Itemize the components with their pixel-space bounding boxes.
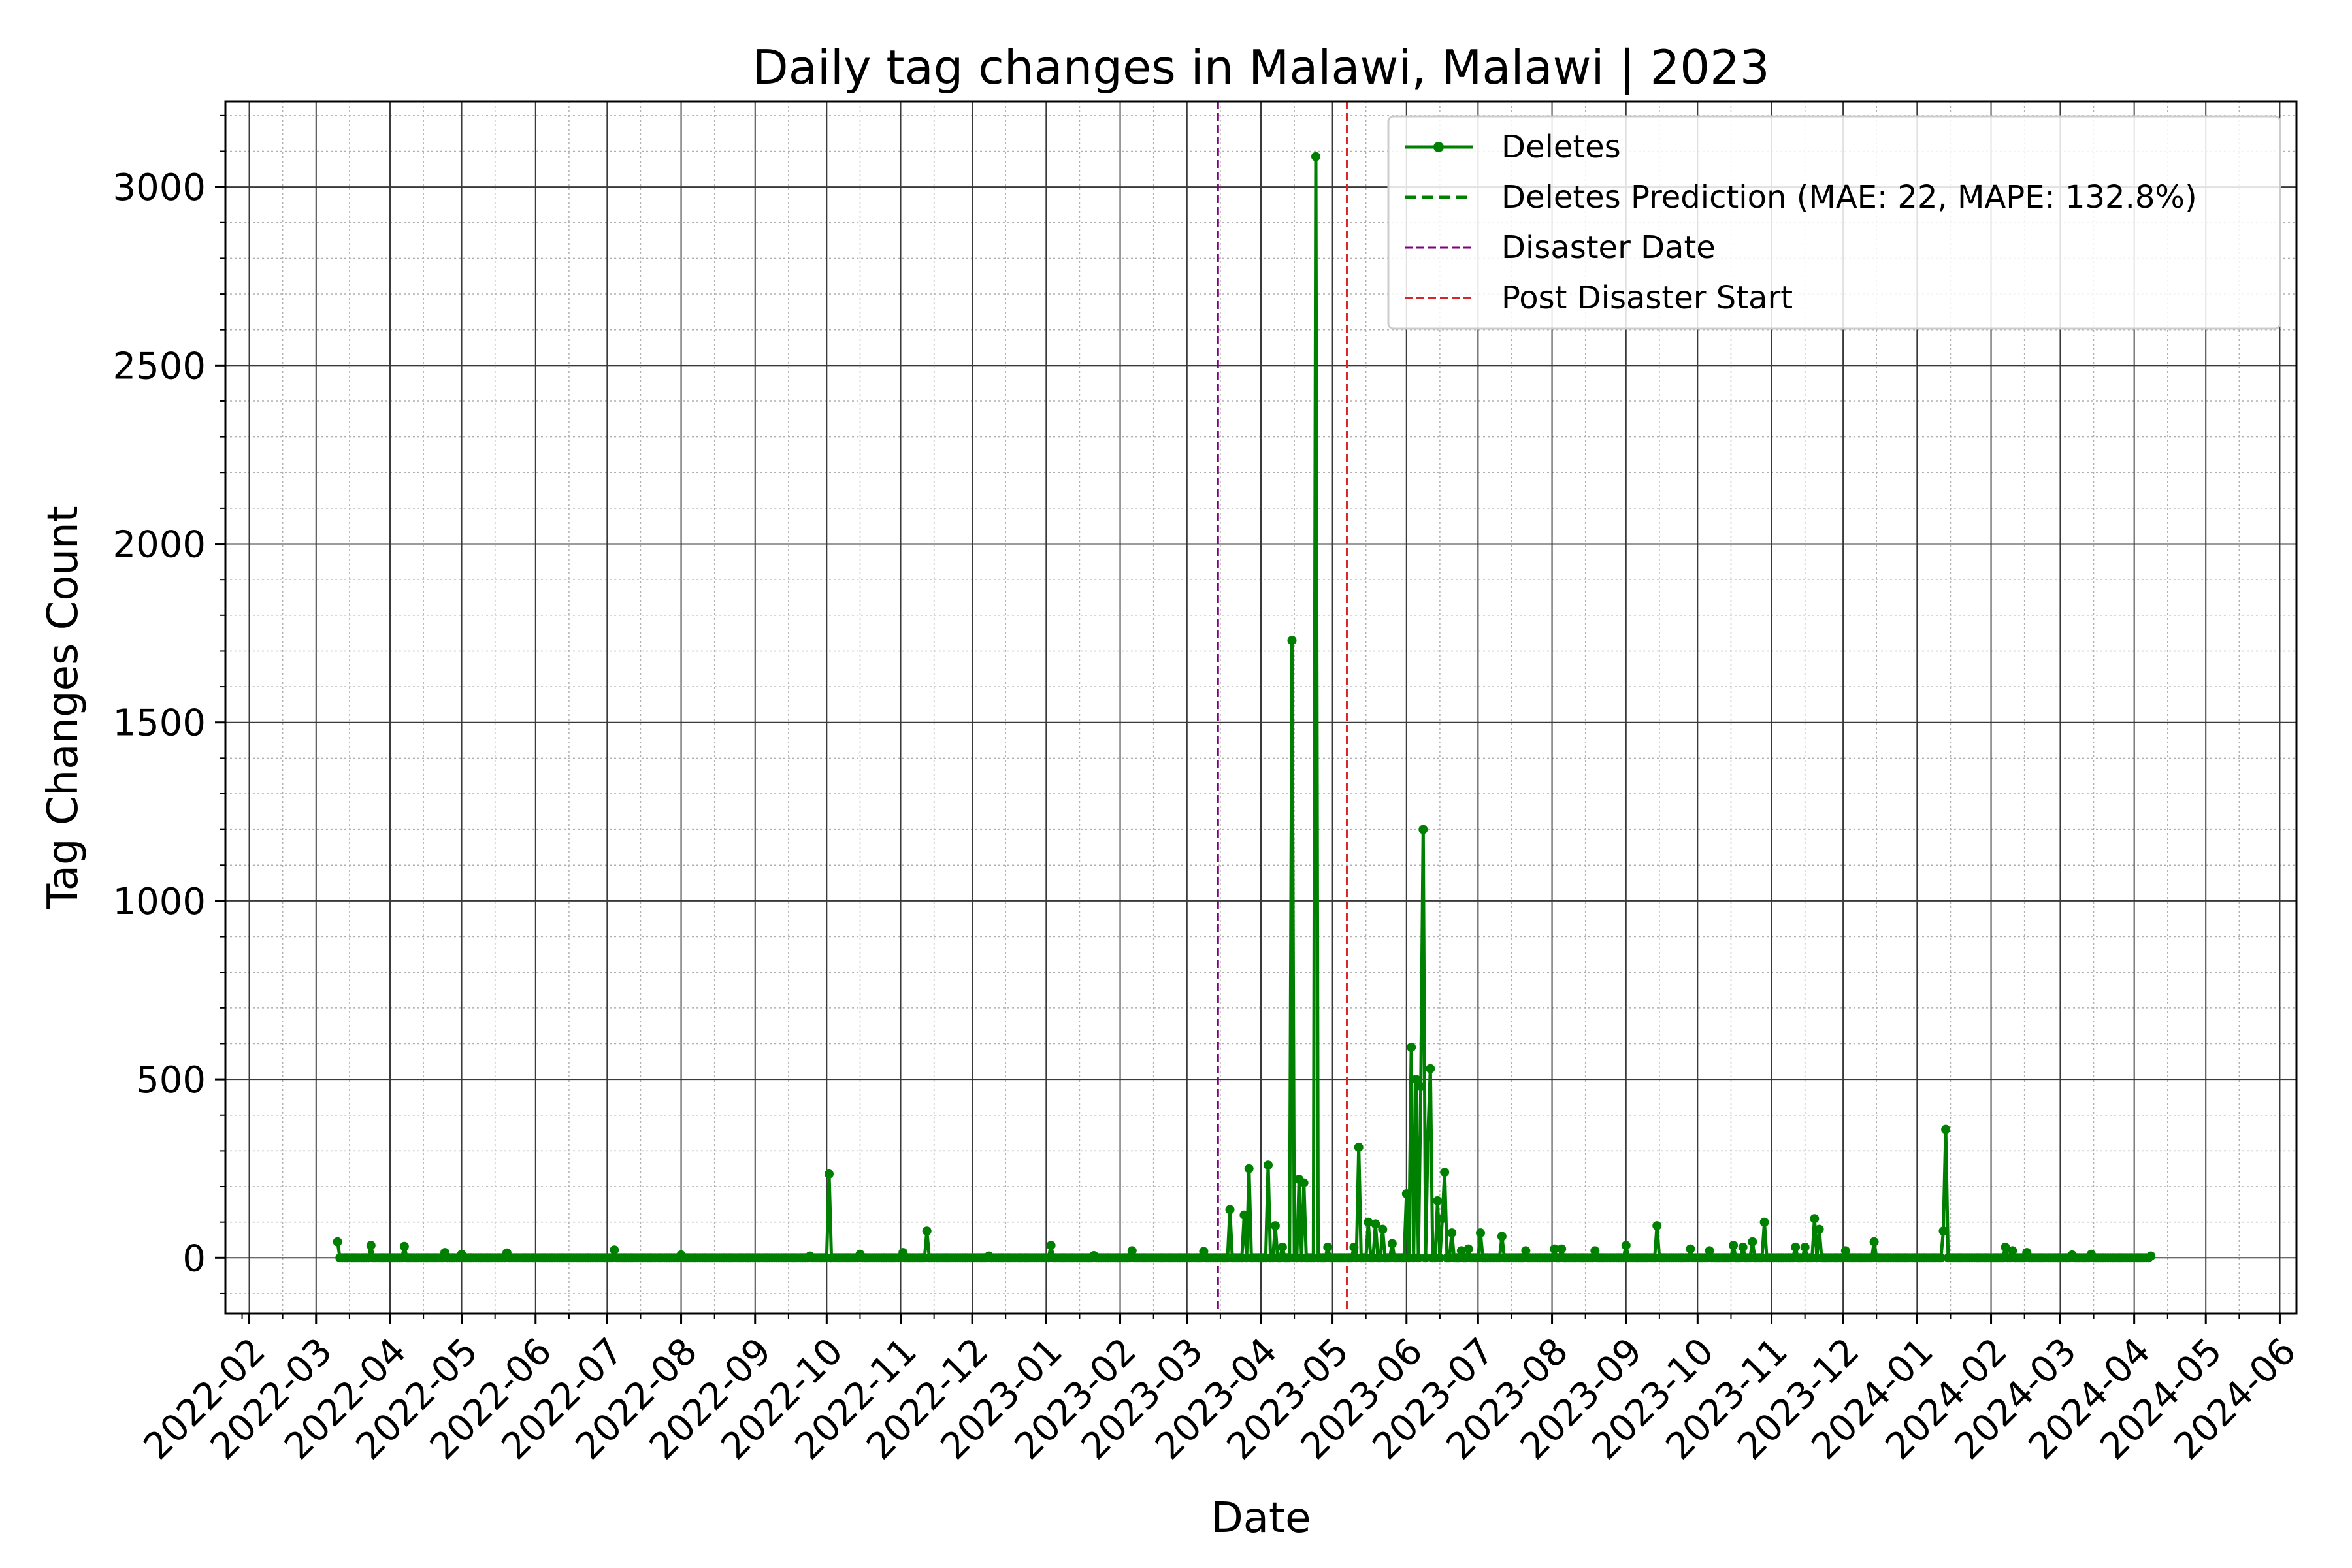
legend-box xyxy=(1387,115,2281,330)
data-point-deletes xyxy=(1791,1242,1801,1252)
data-point-deletes xyxy=(922,1226,932,1236)
data-point-deletes xyxy=(1590,1246,1600,1256)
legend-marker-deletes xyxy=(1433,142,1444,152)
chart-title: Daily tag changes in Malawi, Malawi | 20… xyxy=(752,40,1769,95)
data-point-deletes xyxy=(366,1241,376,1250)
data-point-deletes xyxy=(1299,1178,1309,1188)
data-point-deletes xyxy=(1407,1042,1416,1052)
data-point-deletes xyxy=(1426,1064,1435,1073)
y-axis-label: Tag Changes Count xyxy=(39,506,88,909)
data-point-deletes xyxy=(825,1169,834,1179)
data-point-deletes xyxy=(1521,1246,1531,1256)
legend-entry-post-disaster: Post Disaster Start xyxy=(1405,280,1793,316)
y-tick-label: 3000 xyxy=(112,167,206,209)
y-tick-label: 2500 xyxy=(112,345,206,387)
x-axis-label: Date xyxy=(1211,1494,1311,1543)
data-point-deletes xyxy=(1421,1253,1430,1263)
legend-label-deletes: Deletes xyxy=(1501,129,1621,165)
data-point-deletes xyxy=(1437,1214,1447,1224)
data-point-deletes xyxy=(1738,1242,1748,1252)
data-point-deletes xyxy=(1387,1239,1397,1249)
data-point-deletes xyxy=(1239,1210,1249,1220)
data-point-deletes xyxy=(2146,1251,2156,1261)
data-point-deletes xyxy=(1378,1224,1388,1234)
data-point-deletes xyxy=(1800,1242,1810,1252)
data-point-deletes xyxy=(1270,1221,1280,1231)
y-tick-label: 1000 xyxy=(112,881,206,923)
data-point-deletes xyxy=(1287,636,1297,645)
data-point-deletes xyxy=(1323,1242,1333,1252)
legend-entry-prediction: Deletes Prediction (MAE: 22, MAPE: 132.8… xyxy=(1405,179,2197,216)
data-point-deletes xyxy=(1557,1244,1567,1254)
data-point-deletes xyxy=(1311,152,1320,161)
data-point-deletes xyxy=(2001,1242,2010,1252)
data-point-deletes xyxy=(1418,825,1428,834)
data-point-deletes xyxy=(1810,1214,1820,1224)
data-point-deletes xyxy=(1705,1246,1714,1256)
data-point-deletes xyxy=(1476,1228,1485,1238)
data-point-deletes xyxy=(1046,1241,1056,1250)
data-point-deletes xyxy=(2008,1246,2017,1256)
data-point-deletes xyxy=(1621,1241,1631,1250)
data-point-deletes xyxy=(1938,1226,1948,1236)
data-point-deletes xyxy=(1759,1217,1769,1227)
data-point-deletes xyxy=(1416,1082,1426,1091)
y-tick-label: 1500 xyxy=(112,702,206,745)
reference-lines xyxy=(1217,101,1348,1313)
y-tick-label: 2000 xyxy=(112,524,206,566)
legend-entry-disaster-date: Disaster Date xyxy=(1405,229,1716,266)
data-point-deletes xyxy=(1371,1219,1380,1229)
data-point-deletes xyxy=(1447,1228,1457,1238)
data-point-deletes xyxy=(1349,1242,1359,1252)
data-point-deletes xyxy=(1411,1075,1421,1085)
legend-label-disaster-date: Disaster Date xyxy=(1501,229,1716,266)
data-point-deletes xyxy=(1364,1217,1373,1227)
y-tick-label: 0 xyxy=(182,1237,206,1280)
data-point-deletes xyxy=(1225,1205,1235,1215)
legend-entry-deletes: Deletes xyxy=(1405,129,1621,165)
data-point-deletes xyxy=(1652,1221,1662,1231)
data-point-deletes xyxy=(1463,1244,1473,1254)
data-point-deletes xyxy=(1440,1168,1450,1177)
data-point-deletes xyxy=(1277,1242,1287,1252)
data-point-deletes xyxy=(1550,1244,1560,1254)
data-point-deletes xyxy=(1497,1232,1507,1241)
data-point-deletes xyxy=(1423,1132,1433,1141)
data-point-deletes xyxy=(1936,1253,1946,1263)
data-point-deletes xyxy=(399,1241,409,1251)
legend: Deletes Deletes Prediction (MAE: 22, MAP… xyxy=(1387,115,2281,330)
legend-label-prediction: Deletes Prediction (MAE: 22, MAPE: 132.8… xyxy=(1501,179,2197,216)
data-point-deletes xyxy=(1941,1124,1951,1134)
y-tick-label: 500 xyxy=(136,1059,206,1102)
y-axis-ticks: 0 500 1000 1500 2000 2500 3000 xyxy=(112,114,225,1294)
data-point-deletes xyxy=(1748,1237,1757,1247)
data-point-deletes xyxy=(1686,1244,1695,1254)
data-point-deletes xyxy=(1729,1241,1739,1250)
data-point-deletes xyxy=(333,1237,342,1247)
data-point-deletes xyxy=(1456,1246,1466,1256)
data-point-deletes xyxy=(1840,1246,1850,1256)
data-point-deletes xyxy=(1433,1196,1443,1205)
data-point-deletes xyxy=(1814,1224,1824,1234)
data-point-deletes xyxy=(1354,1142,1364,1152)
data-point-deletes xyxy=(1414,1253,1423,1263)
data-point-deletes xyxy=(610,1245,619,1255)
legend-label-post-disaster: Post Disaster Start xyxy=(1501,280,1793,316)
data-point-deletes xyxy=(1401,1189,1411,1198)
data-point-deletes xyxy=(1244,1164,1254,1173)
data-point-deletes xyxy=(1264,1160,1273,1170)
data-point-deletes xyxy=(1435,1253,1445,1263)
data-point-deletes xyxy=(1869,1237,1879,1247)
data-point-deletes xyxy=(1127,1246,1137,1256)
series-layer xyxy=(333,152,2156,1263)
